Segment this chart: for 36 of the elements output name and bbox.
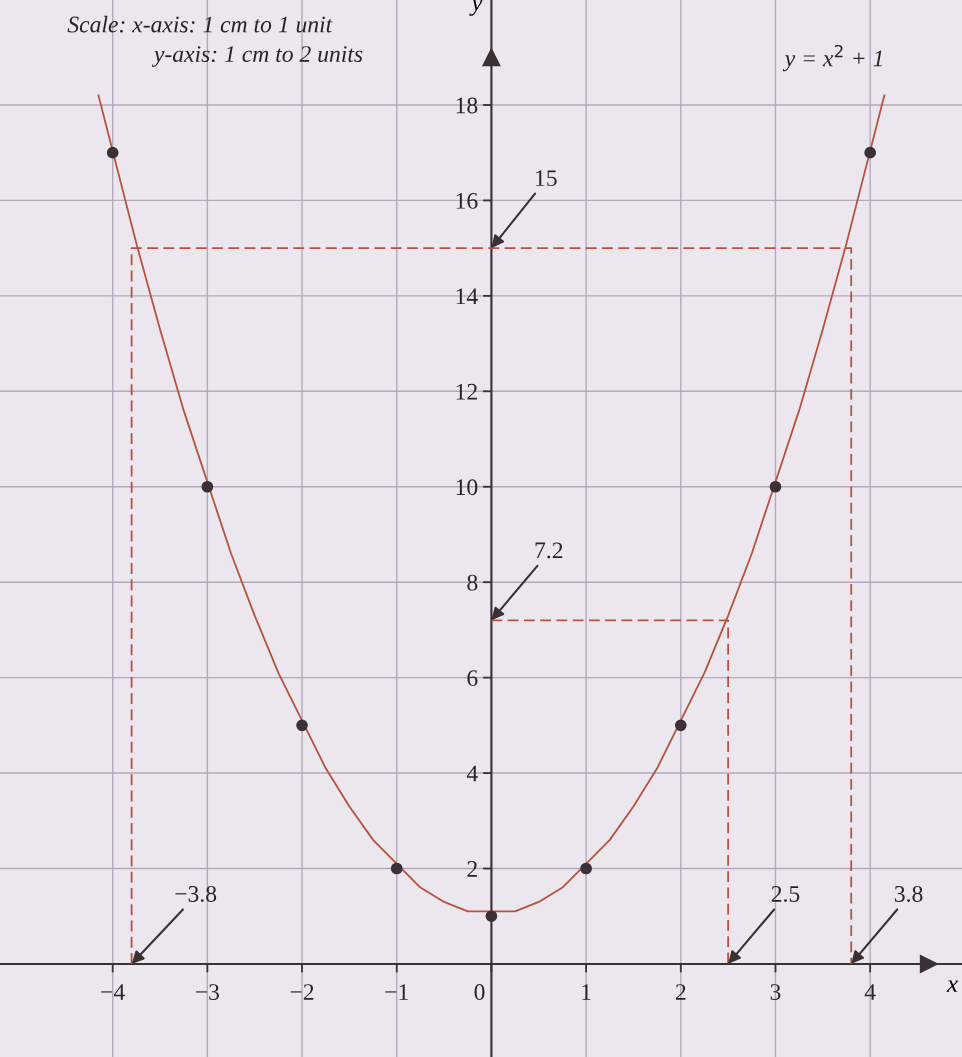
point xyxy=(296,719,308,732)
y-tick-label: 8 xyxy=(467,574,478,591)
y-tick-label: 6 xyxy=(467,670,478,687)
annotation: y-axis: 1 cm to 2 units xyxy=(151,46,363,67)
y-tick-label: 18 xyxy=(456,97,478,114)
annotation: 2.5 xyxy=(771,886,800,902)
y-tick-label: 12 xyxy=(456,383,477,400)
point xyxy=(769,480,782,493)
x-tick-label: −1 xyxy=(385,984,408,1000)
x-tick-label: 0 xyxy=(474,984,485,1001)
x-tick-label: −2 xyxy=(290,984,314,1000)
x-tick-label: 3 xyxy=(770,984,781,1001)
y-tick-label: 14 xyxy=(456,288,478,305)
x-tick-label: 2 xyxy=(675,984,686,1000)
point xyxy=(201,480,214,493)
y-tick-label: 10 xyxy=(456,479,478,496)
annotation: Scale: x-axis: 1 cm to 1 unit xyxy=(67,15,333,33)
annotation: 7.2 xyxy=(535,542,563,559)
series-label: y = x$^{2}$ + 1 xyxy=(782,44,882,72)
annotation: 3.8 xyxy=(894,885,923,902)
x-axis-title: x xyxy=(946,980,958,992)
x-tick-label: −4 xyxy=(101,984,125,1000)
point xyxy=(674,719,687,732)
point xyxy=(864,146,877,159)
y-tick-label: 2 xyxy=(467,861,477,877)
y-tick-label: 4 xyxy=(466,765,478,782)
y-tick-label: 16 xyxy=(456,192,478,209)
x-tick-label: −3 xyxy=(195,984,219,1001)
point xyxy=(485,910,498,923)
x-tick-label: 1 xyxy=(582,984,591,1000)
annotation: 15 xyxy=(536,170,557,187)
x-tick-label: 4 xyxy=(864,984,876,1000)
point xyxy=(106,146,119,159)
annotation: −3.8 xyxy=(175,885,217,902)
point xyxy=(390,862,403,875)
point xyxy=(580,862,592,875)
